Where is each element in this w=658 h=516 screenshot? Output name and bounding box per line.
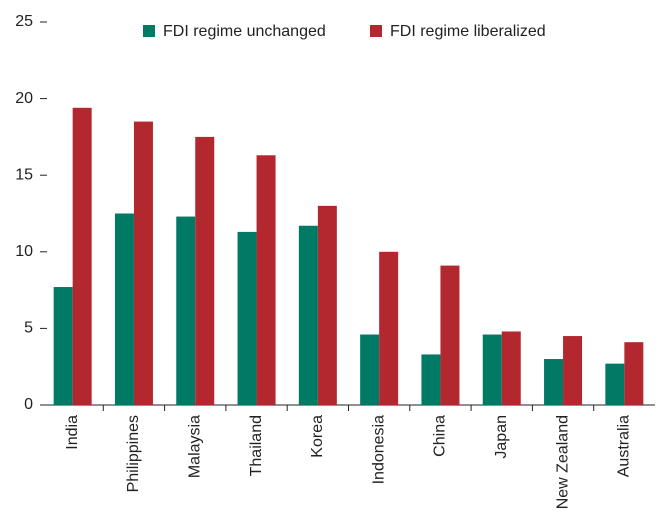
bar (421, 354, 441, 405)
x-tick-label: New Zealand (554, 415, 571, 509)
bar (624, 342, 644, 405)
bar (256, 155, 276, 405)
y-tick-label: 10 (15, 243, 33, 260)
bar (501, 331, 521, 405)
bar (72, 107, 92, 406)
bar (544, 359, 564, 405)
bar (133, 121, 153, 405)
x-tick-label: Thailand (248, 415, 265, 476)
bar (379, 251, 399, 405)
x-tick-label: Korea (309, 415, 326, 458)
legend-swatch (143, 25, 155, 37)
x-tick-label: Malaysia (186, 415, 203, 478)
bar (176, 216, 196, 405)
x-tick-label: Japan (493, 415, 510, 459)
x-tick-label: China (432, 415, 449, 457)
bar (482, 334, 502, 405)
bar (195, 136, 215, 405)
x-tick-label: Indonesia (370, 415, 387, 484)
x-tick-label: Philippines (125, 415, 142, 492)
bar (605, 363, 625, 405)
legend-swatch (370, 25, 382, 37)
bar (53, 287, 73, 405)
x-tick-label: Australia (616, 415, 633, 477)
bar (298, 225, 318, 405)
bar (360, 334, 380, 405)
bar (317, 205, 337, 405)
x-tick-label: India (64, 415, 81, 450)
bar (237, 231, 257, 405)
bar (563, 336, 583, 405)
y-tick-label: 0 (24, 396, 33, 413)
y-tick-label: 5 (24, 320, 33, 337)
y-tick-label: 25 (15, 13, 33, 30)
legend-label: FDI regime unchanged (163, 23, 326, 40)
bar (440, 265, 460, 405)
y-tick-label: 15 (15, 166, 33, 183)
legend-label: FDI regime liberalized (390, 23, 546, 40)
bar (114, 213, 134, 405)
y-tick-label: 20 (15, 90, 33, 107)
